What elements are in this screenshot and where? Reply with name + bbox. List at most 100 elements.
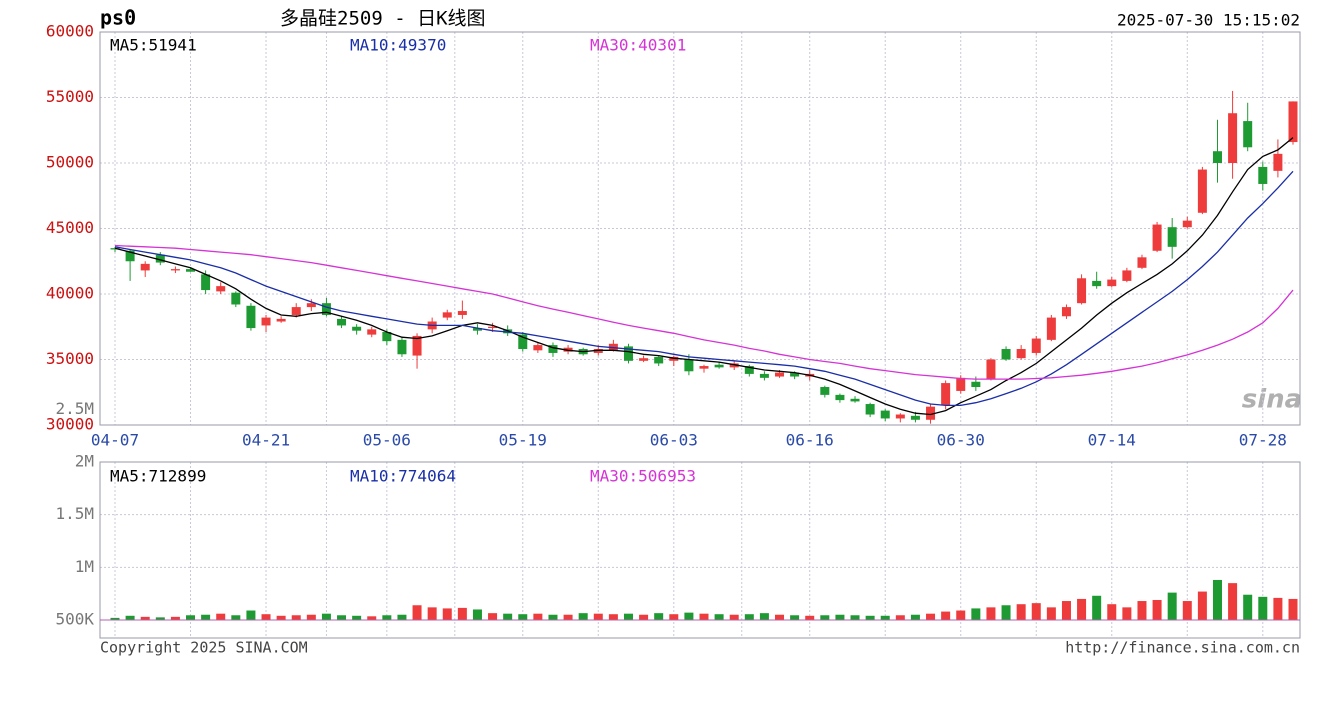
volume-bar xyxy=(910,614,920,620)
y-tick-label: 35000 xyxy=(46,349,94,368)
candle-body xyxy=(261,317,271,326)
volume-bar xyxy=(125,615,135,620)
candle-body xyxy=(291,307,301,315)
candle-body xyxy=(623,346,633,361)
volume-bar xyxy=(321,613,331,620)
candle-body xyxy=(986,359,996,380)
ma-line xyxy=(114,170,1294,407)
candle-body xyxy=(775,372,785,377)
candle-body xyxy=(1243,121,1253,148)
candle-body xyxy=(367,329,377,335)
volume-bar xyxy=(805,615,815,620)
watermark: sina xyxy=(1242,385,1302,415)
volume-bar xyxy=(140,616,150,620)
volume-bar xyxy=(926,613,936,620)
volume-tick-label: 2M xyxy=(75,452,94,471)
volume-bar xyxy=(850,615,860,620)
volume-bar xyxy=(790,615,800,620)
candle-body xyxy=(865,404,875,415)
volume-bar xyxy=(1092,595,1102,620)
volume-bar xyxy=(654,613,664,620)
volume-bar xyxy=(261,614,271,620)
candle-body xyxy=(518,334,528,350)
volume-bar xyxy=(1107,604,1117,620)
volume-bar xyxy=(503,613,513,620)
candle-body xyxy=(835,394,845,401)
candle-body xyxy=(1167,227,1177,247)
volume-bar xyxy=(759,613,769,620)
volume-bar xyxy=(956,610,966,620)
volume-bar xyxy=(865,615,875,620)
volume-tick-label: 1M xyxy=(75,557,94,576)
candle-body xyxy=(1016,349,1026,359)
volume-bar xyxy=(1077,598,1087,620)
candle-body xyxy=(714,364,724,368)
candle-body xyxy=(276,318,286,322)
candle-body xyxy=(397,339,407,355)
volume-bar xyxy=(608,614,618,620)
volume-bar xyxy=(895,615,905,620)
y-tick-label: 60000 xyxy=(46,22,94,41)
volume-bar xyxy=(216,613,226,620)
volume-bar xyxy=(1182,601,1192,620)
candle-body xyxy=(1122,270,1132,281)
candle-body xyxy=(1061,307,1071,317)
volume-bar xyxy=(186,615,196,620)
candle-body xyxy=(654,356,664,364)
volume-bar xyxy=(397,614,407,620)
candle-body xyxy=(699,366,709,369)
candle-body xyxy=(1001,349,1011,360)
volume-bar xyxy=(170,616,180,620)
x-tick-label: 06-03 xyxy=(650,431,698,450)
ma-label: MA5:51941 xyxy=(110,36,197,55)
candle-body xyxy=(759,373,769,378)
candle-body xyxy=(186,269,196,272)
candle-body xyxy=(155,254,165,263)
candle-body xyxy=(321,303,331,315)
volume-bar xyxy=(1046,607,1056,620)
x-tick-label: 06-30 xyxy=(937,431,985,450)
volume-frame xyxy=(99,461,1301,639)
candle-body xyxy=(170,269,180,271)
candle-body xyxy=(140,263,150,271)
candle-body xyxy=(956,377,966,391)
candle-body xyxy=(1273,153,1283,171)
volume-bar xyxy=(1273,597,1283,620)
volume-bar xyxy=(1001,605,1011,620)
candle-body xyxy=(593,349,603,353)
volume-bar xyxy=(880,615,890,620)
volume-bar xyxy=(1197,591,1207,620)
x-tick-label: 04-21 xyxy=(242,431,290,450)
candle-body xyxy=(533,345,543,351)
volume-bar xyxy=(155,617,165,620)
x-tick-label: 05-19 xyxy=(499,431,547,450)
volume-bar xyxy=(1228,583,1238,620)
candle-body xyxy=(201,274,211,291)
volume-bar xyxy=(110,617,120,620)
ma-label: MA30:40301 xyxy=(590,36,686,55)
volume-bar xyxy=(669,614,679,620)
volume-bar xyxy=(775,614,785,620)
volume-bar xyxy=(1288,598,1298,620)
candle-body xyxy=(1046,317,1056,340)
volume-ma-label: MA30:506953 xyxy=(590,467,696,486)
volume-bar xyxy=(382,615,392,620)
candle-body xyxy=(488,326,498,329)
candle-body xyxy=(548,345,558,353)
chart-title: 多晶硅2509 - 日K线图 xyxy=(280,8,486,30)
x-tick-label: 04-07 xyxy=(91,431,139,450)
volume-bar xyxy=(427,607,437,620)
candle-body xyxy=(790,372,800,377)
volume-bar xyxy=(1061,601,1071,620)
volume-bar xyxy=(1137,601,1147,620)
volume-bar xyxy=(412,605,422,620)
x-tick-label: 07-14 xyxy=(1088,431,1136,450)
candle-body xyxy=(1031,338,1041,353)
volume-tick-label: 500K xyxy=(55,610,94,629)
candle-body xyxy=(352,326,362,331)
volume-bar xyxy=(276,615,286,620)
y-tick-label: 40000 xyxy=(46,284,94,303)
volume-bar xyxy=(578,613,588,620)
candle-body xyxy=(850,398,860,402)
